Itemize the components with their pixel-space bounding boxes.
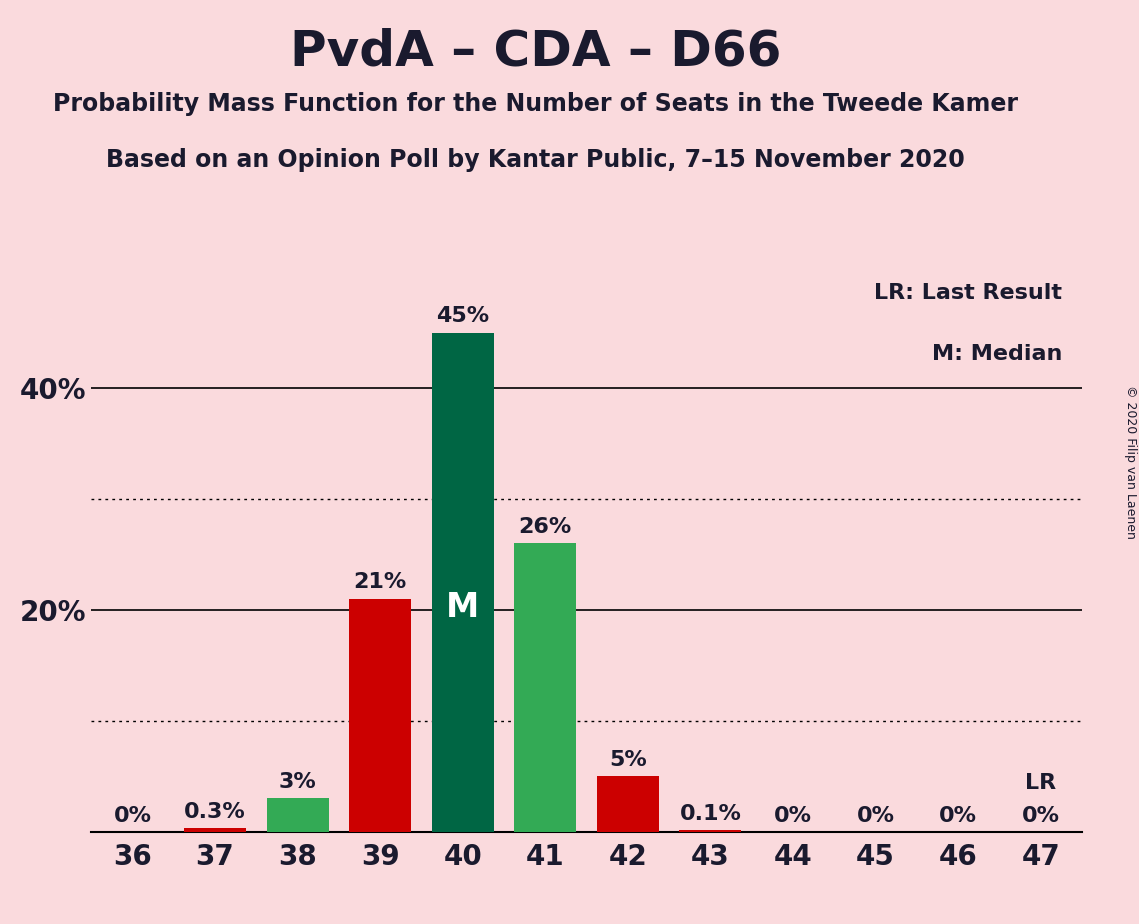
Text: 5%: 5%: [609, 749, 647, 770]
Text: 0.3%: 0.3%: [185, 802, 246, 821]
Text: 0%: 0%: [775, 806, 812, 826]
Text: © 2020 Filip van Laenen: © 2020 Filip van Laenen: [1124, 385, 1137, 539]
Bar: [432, 333, 493, 832]
Bar: [350, 599, 411, 832]
Text: LR: Last Result: LR: Last Result: [875, 283, 1063, 303]
Text: 3%: 3%: [279, 772, 317, 792]
Bar: [597, 776, 658, 832]
Bar: [515, 543, 576, 832]
Text: M: M: [446, 590, 480, 624]
Text: 0%: 0%: [940, 806, 977, 826]
Text: PvdA – CDA – D66: PvdA – CDA – D66: [289, 28, 781, 76]
Text: 0%: 0%: [857, 806, 894, 826]
Text: 21%: 21%: [353, 572, 407, 592]
Text: 0.1%: 0.1%: [680, 804, 741, 824]
Text: M: Median: M: Median: [932, 344, 1063, 364]
Bar: [680, 831, 741, 832]
Text: 26%: 26%: [518, 517, 572, 537]
Text: LR: LR: [1025, 772, 1056, 793]
Bar: [185, 828, 246, 832]
Text: Based on an Opinion Poll by Kantar Public, 7–15 November 2020: Based on an Opinion Poll by Kantar Publi…: [106, 148, 965, 172]
Text: 0%: 0%: [1022, 806, 1059, 826]
Bar: [267, 798, 328, 832]
Text: Probability Mass Function for the Number of Seats in the Tweede Kamer: Probability Mass Function for the Number…: [52, 92, 1018, 116]
Text: 45%: 45%: [436, 306, 490, 326]
Text: 0%: 0%: [114, 806, 151, 826]
